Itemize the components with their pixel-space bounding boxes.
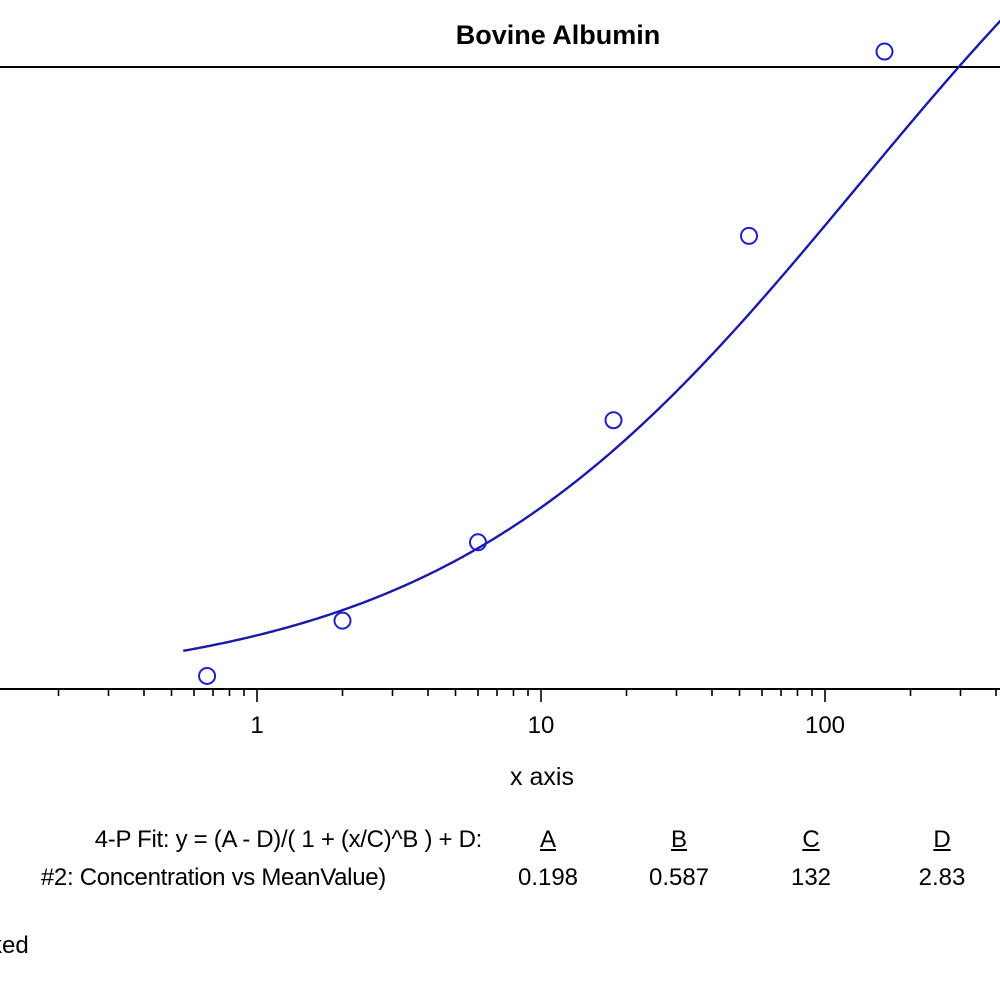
data-point <box>875 42 894 61</box>
fit-equation: 4-P Fit: y = (A - D)/( 1 + (x/C)^B ) + D… <box>94 826 483 853</box>
param-d-value: 2.83 <box>918 864 966 891</box>
data-point <box>198 666 217 685</box>
data-point <box>739 226 758 245</box>
param-b-header: B <box>670 826 687 853</box>
data-point <box>468 533 487 552</box>
param-c-header: C <box>802 826 820 853</box>
fit-curve <box>183 19 1000 653</box>
x-axis-tick-labels: 1 10 100 <box>250 712 845 739</box>
param-a-header: A <box>539 826 556 853</box>
param-b-value: 0.587 <box>648 864 710 891</box>
param-d-header: D <box>933 826 951 853</box>
x-tick-label: 10 <box>528 712 555 739</box>
data-point <box>333 611 352 630</box>
x-axis-ticks <box>57 689 997 702</box>
fit-series-label: #2: Concentration vs MeanValue) <box>40 864 386 891</box>
footer-note: ked <box>0 932 29 959</box>
param-a-value: 0.198 <box>517 864 579 891</box>
param-c-value: 132 <box>790 864 832 891</box>
x-axis-label: x axis <box>510 763 574 791</box>
data-points <box>198 42 894 685</box>
data-point <box>604 411 623 430</box>
chart-title: Bovine Albumin <box>455 20 661 50</box>
x-tick-label: 100 <box>805 712 845 739</box>
x-tick-label: 1 <box>250 712 263 739</box>
